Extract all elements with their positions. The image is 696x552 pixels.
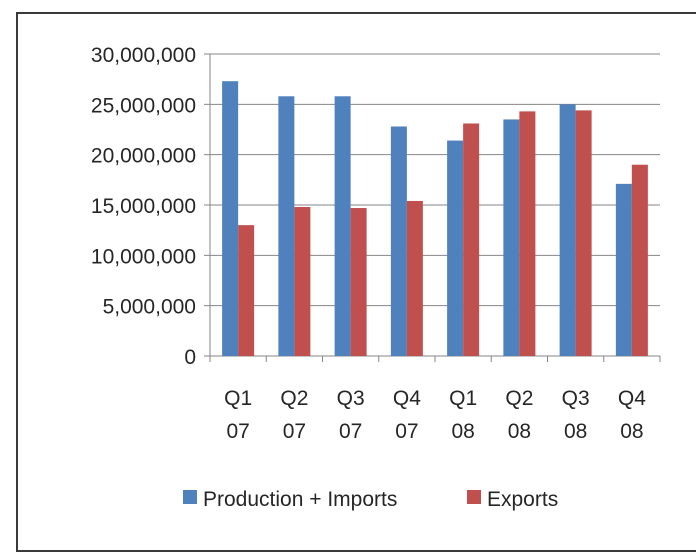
- x-axis-tick-labels: Q1 07 Q2 07 Q3 07 Q4 07 Q1 08 Q2 08 Q3 08 Q4 08: [224, 387, 646, 443]
- x-tick-label: Q3: [337, 387, 365, 410]
- bar-production-imports: [222, 81, 239, 357]
- x-tick-label: Q1: [449, 387, 477, 410]
- x-tick-label: Q3: [562, 387, 590, 410]
- bar-production-imports: [559, 104, 576, 356]
- bar-exports: [238, 225, 255, 356]
- legend-swatch: [467, 490, 481, 504]
- y-tick-label: 0: [184, 346, 196, 369]
- bar-production-imports: [615, 183, 632, 356]
- bar-production-imports: [334, 96, 351, 356]
- y-tick-label: 25,000,000: [91, 94, 196, 117]
- bar-production-imports: [390, 126, 407, 356]
- bar-production-imports: [278, 96, 295, 356]
- x-tick-label: 08: [564, 420, 587, 443]
- x-tick-label: 07: [339, 420, 362, 443]
- y-tick-label: 15,000,000: [91, 195, 196, 218]
- x-tick-label: 07: [283, 420, 306, 443]
- x-tick-label: 07: [395, 420, 418, 443]
- legend-label: Exports: [487, 488, 558, 511]
- x-tick-label: 07: [226, 420, 249, 443]
- x-tick-label: Q2: [505, 387, 533, 410]
- x-tick-label: Q1: [224, 387, 252, 410]
- gridlines: [210, 53, 660, 307]
- x-tick-label: Q2: [280, 387, 308, 410]
- y-tick-label: 20,000,000: [91, 145, 196, 168]
- y-tick-label: 30,000,000: [91, 44, 196, 67]
- bar-exports: [463, 123, 480, 357]
- bar-exports: [294, 207, 311, 356]
- bar-exports: [350, 208, 367, 356]
- bar-production-imports: [503, 119, 520, 356]
- x-tick-label: Q4: [393, 387, 421, 410]
- y-tick-label: 10,000,000: [91, 245, 196, 268]
- bar-exports: [631, 164, 648, 356]
- bars: [222, 81, 648, 357]
- legend-swatch: [183, 490, 197, 504]
- x-tick-label: Q4: [618, 387, 646, 410]
- legend: Production + Imports Exports: [183, 488, 558, 511]
- legend-label: Production + Imports: [203, 488, 397, 511]
- x-tick-label: 08: [451, 420, 474, 443]
- x-tick-label: 08: [620, 420, 643, 443]
- y-tick-label: 5,000,000: [103, 296, 196, 319]
- y-axis-tick-labels: 0 5,000,000 10,000,000 15,000,000 20,000,000…: [91, 44, 196, 369]
- bar-production-imports: [447, 140, 464, 356]
- bar-exports: [575, 110, 592, 356]
- bar-exports: [519, 111, 536, 356]
- bar-exports: [406, 200, 423, 356]
- x-tick-label: 08: [508, 420, 531, 443]
